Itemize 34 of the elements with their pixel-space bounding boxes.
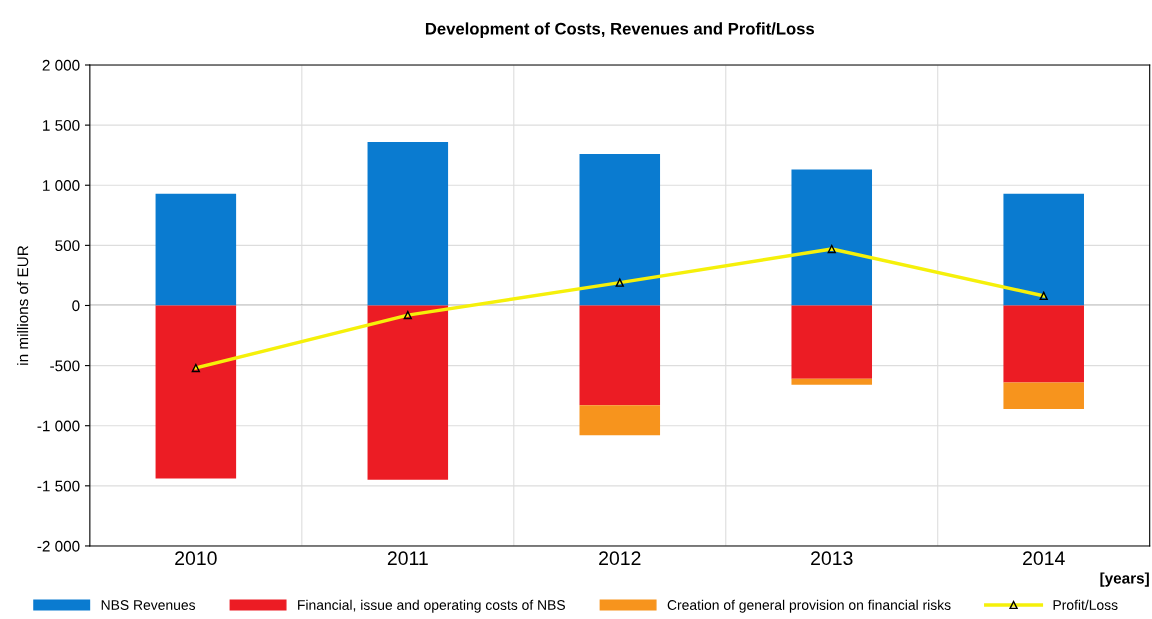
bar <box>367 141 449 306</box>
bar <box>155 193 237 306</box>
x-tick-label: 2012 <box>599 551 641 566</box>
y-tick-label: -2 000 <box>37 540 80 552</box>
y-tick-label: 0 <box>72 300 80 312</box>
legend-label: Profit/Loss <box>1053 599 1118 610</box>
bar <box>791 169 873 306</box>
legend-label: Creation of general provision on financial risks <box>667 599 951 613</box>
bar <box>1003 305 1084 383</box>
x-tick-label: 2013 <box>811 551 853 566</box>
bar <box>1003 382 1084 409</box>
chart-title: Development of Costs, Revenues and Profit/Loss <box>425 22 815 38</box>
y-tick-label: 1 500 <box>43 119 80 131</box>
y-tick-label: -1 500 <box>37 480 80 492</box>
y-tick-label: 500 <box>55 240 80 252</box>
bar <box>579 153 661 306</box>
x-axis-title: [years] <box>1100 572 1149 587</box>
y-tick-label: -500 <box>50 360 80 372</box>
y-tick-label: -1 000 <box>37 420 80 432</box>
bar <box>579 405 661 436</box>
x-tick-label: 2010 <box>175 551 217 566</box>
bar <box>579 305 661 406</box>
x-tick-label: 2014 <box>1023 551 1065 566</box>
legend-label: Financial, issue and operating costs of NBS <box>298 599 565 613</box>
y-tick-label: 1 000 <box>43 180 80 191</box>
bar <box>1003 193 1084 306</box>
bar <box>155 305 237 479</box>
bar <box>791 305 873 379</box>
y-axis-title: in millions of EUR <box>17 245 29 365</box>
legend-label: NBS Revenues <box>101 600 196 610</box>
bar <box>367 305 449 480</box>
bar <box>791 378 873 385</box>
x-tick-label: 2011 <box>387 551 428 566</box>
y-tick-label: 2 000 <box>42 59 80 71</box>
